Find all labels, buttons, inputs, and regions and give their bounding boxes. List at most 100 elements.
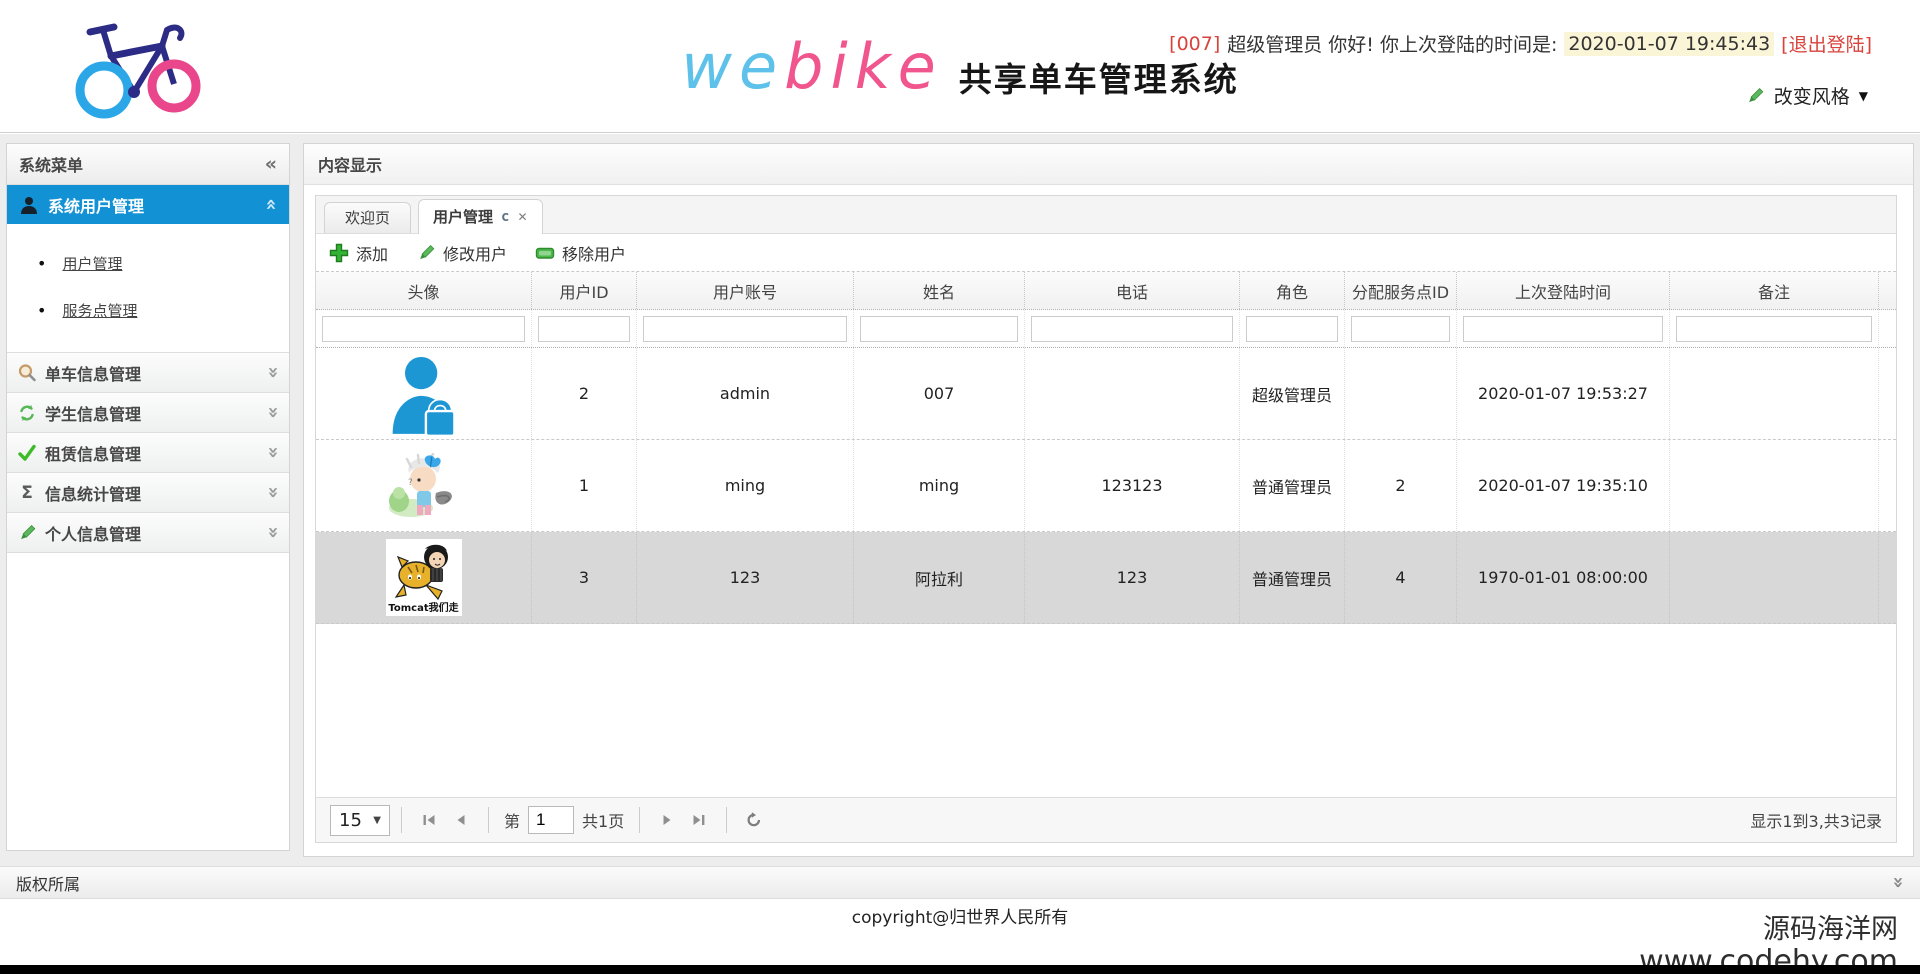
grid-filter-row	[316, 310, 1896, 348]
cell-phone: 123123	[1025, 440, 1240, 531]
page-number-input[interactable]	[528, 806, 575, 834]
sidebar-section-student-info[interactable]: 学生信息管理 «	[7, 392, 289, 432]
prev-page-button[interactable]	[452, 811, 470, 829]
sidebar-item-user-management[interactable]: • 用户管理	[7, 240, 289, 287]
tab-welcome[interactable]: 欢迎页	[324, 202, 412, 233]
brand-chinese-title: 共享单车管理系统	[958, 59, 1239, 99]
copyright-text: copyright@归世界人民所有	[851, 908, 1069, 928]
filter-input-user-id[interactable]	[538, 315, 630, 342]
cell-user-id: 2	[532, 348, 637, 439]
pager-separator	[639, 807, 641, 833]
sidebar-section-statistics[interactable]: Σ 信息统计管理 «	[7, 472, 289, 512]
pagination-bar: 15 ▼ 第 共1页	[316, 797, 1896, 842]
next-page-button[interactable]	[658, 811, 676, 829]
blue-user-lock-avatar	[392, 356, 456, 436]
column-header-note[interactable]: 备注	[1670, 272, 1879, 309]
brand-bike: bike	[784, 30, 943, 103]
edit-user-button-label: 修改用户	[443, 244, 508, 264]
change-style-button[interactable]: 改变风格 ▼	[1745, 82, 1868, 109]
table-row-alali-selected[interactable]: Tomcat我们走 3 123 阿拉利 123 普通管理员 4 1970-01-…	[316, 532, 1896, 624]
remove-icon	[535, 247, 555, 259]
column-header-account[interactable]: 用户账号	[637, 272, 854, 309]
filter-input-name[interactable]	[860, 315, 1018, 342]
footer-panel-title: 版权所属	[16, 874, 81, 894]
sidebar-item-service-point-management[interactable]: • 服务点管理	[7, 287, 289, 334]
sidebar-header: 系统菜单 «	[7, 144, 289, 185]
last-login-time: 2020-01-07 19:45:43	[1564, 31, 1775, 56]
collapse-sidebar-icon[interactable]: «	[264, 152, 277, 175]
cell-account: 123	[637, 532, 854, 623]
remove-user-button[interactable]: 移除用户	[535, 241, 626, 265]
change-style-label: 改变风格	[1773, 86, 1850, 108]
avatar-cell: Tomcat我们走	[316, 532, 532, 623]
filter-input-avatar[interactable]	[322, 315, 525, 342]
record-info: 显示1到3,共3记录	[1750, 812, 1882, 831]
chevron-down-icon[interactable]: «	[1886, 876, 1909, 889]
sidebar-item-label[interactable]: 服务点管理	[62, 302, 138, 320]
add-button[interactable]: 添加	[329, 241, 388, 265]
last-page-button[interactable]	[690, 811, 708, 829]
prev-page-icon	[457, 815, 465, 825]
sidebar-section-label: 学生信息管理	[45, 404, 142, 424]
tab-user-management[interactable]: 用户管理 c ✕	[418, 199, 543, 234]
edit-user-button[interactable]: 修改用户	[416, 241, 507, 265]
cell-service-point: 4	[1345, 532, 1457, 623]
tab-refresh-icon[interactable]: c	[501, 208, 510, 225]
column-header-user-id[interactable]: 用户ID	[532, 272, 637, 309]
tab-close-icon[interactable]: ✕	[517, 209, 528, 224]
page-size-value: 15	[339, 809, 362, 831]
content-panel-title: 内容显示	[318, 156, 383, 175]
user-icon	[21, 196, 37, 214]
chevron-down-icon: «	[261, 406, 284, 419]
sidebar-section-personal-info[interactable]: 个人信息管理 «	[7, 512, 289, 552]
caret-down-icon: ▼	[373, 814, 381, 826]
column-header-service-point[interactable]: 分配服务点ID	[1345, 272, 1457, 309]
tomcat-meme-avatar: Tomcat我们走	[385, 539, 462, 616]
page-prefix-label: 第	[504, 812, 521, 831]
cell-role: 普通管理员	[1240, 532, 1345, 623]
column-header-avatar[interactable]: 头像	[316, 272, 532, 309]
cell-name: 阿拉利	[854, 532, 1025, 623]
chevron-down-icon: «	[261, 366, 284, 379]
column-header-phone[interactable]: 电话	[1025, 272, 1240, 309]
column-header-name[interactable]: 姓名	[854, 272, 1025, 309]
filter-input-phone[interactable]	[1031, 315, 1233, 342]
column-header-role[interactable]: 角色	[1240, 272, 1345, 309]
column-header-filler	[1879, 272, 1896, 309]
user-tag: [007]	[1169, 32, 1221, 55]
grid-column-headers: 头像 用户ID 用户账号 姓名 电话 角色 分配服务点ID 上次登陆时间 备注	[316, 272, 1896, 310]
cell-note	[1670, 532, 1879, 623]
cell-note	[1670, 348, 1879, 439]
page-size-select[interactable]: 15 ▼	[330, 804, 390, 836]
cell-name: ming	[854, 440, 1025, 531]
logout-link[interactable]: [退出登陆]	[1781, 34, 1872, 56]
chevron-down-icon: «	[261, 446, 284, 459]
cell-account: admin	[637, 348, 854, 439]
filter-input-role[interactable]	[1246, 315, 1338, 342]
table-row-ming[interactable]: ? 1 ming ming 123123 普通管理员 2 2020-01-07 …	[316, 440, 1896, 532]
sidebar-section-system-users[interactable]: 系统用户管理 «	[7, 185, 289, 224]
cell-note	[1670, 440, 1879, 531]
refresh-button[interactable]	[745, 811, 763, 829]
table-row-admin[interactable]: 2 admin 007 超级管理员 2020-01-07 19:53:27	[316, 348, 1896, 440]
first-page-button[interactable]	[420, 811, 438, 829]
content-panel-header: 内容显示	[304, 144, 1913, 185]
sidebar-title: 系统菜单	[19, 156, 84, 175]
sidebar-section-rental-info[interactable]: 租赁信息管理 «	[7, 432, 289, 472]
filter-input-note[interactable]	[1676, 315, 1872, 342]
filter-input-service-point[interactable]	[1351, 315, 1450, 342]
sidebar-section-label: 租赁信息管理	[45, 444, 142, 464]
filter-input-account[interactable]	[643, 315, 847, 342]
sidebar: 系统菜单 « 系统用户管理 « • 用户管理 • 服务点管理	[6, 143, 290, 851]
cell-user-id: 3	[532, 532, 637, 623]
sidebar-item-label[interactable]: 用户管理	[62, 255, 123, 273]
column-header-last-login[interactable]: 上次登陆时间	[1457, 272, 1670, 309]
sidebar-section-label: 单车信息管理	[45, 364, 142, 384]
brand: we bike 共享单车管理系统	[0, 0, 1920, 133]
filter-input-last-login[interactable]	[1463, 315, 1663, 342]
sidebar-section-label: 系统用户管理	[48, 196, 145, 216]
pager-separator	[401, 807, 402, 833]
content-panel: 内容显示 欢迎页 用户管理 c ✕ 添加	[303, 143, 1914, 857]
sidebar-section-bike-info[interactable]: 单车信息管理 «	[7, 352, 289, 392]
cell-service-point: 2	[1345, 440, 1457, 531]
